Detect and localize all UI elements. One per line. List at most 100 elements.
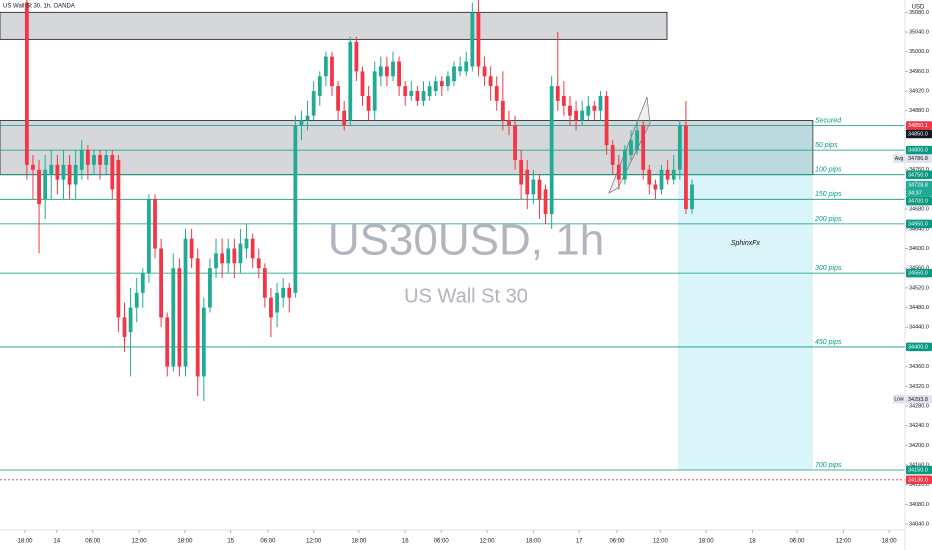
price-tag	[906, 145, 932, 155]
candle-body	[92, 155, 96, 165]
candle-body	[354, 41, 359, 72]
candle-body	[561, 95, 566, 106]
candle-body	[49, 164, 54, 175]
candle-body	[171, 268, 176, 367]
candle-body	[531, 179, 536, 195]
candle-body	[372, 71, 377, 111]
price-tag-label: 34750.0	[908, 172, 928, 178]
y-tick-label: 34200.0	[909, 443, 929, 449]
candle-body	[281, 287, 286, 298]
candle-body	[275, 292, 279, 313]
x-tick-label: 17	[576, 539, 583, 545]
candle-body	[598, 95, 603, 111]
candle-body	[122, 317, 127, 338]
candle-body	[647, 169, 652, 185]
y-tick-label: 34120.0	[909, 482, 929, 488]
candle-body	[256, 258, 261, 269]
candle-body	[104, 155, 109, 165]
candle-body	[287, 287, 292, 298]
y-tick-label: 34880.0	[909, 108, 929, 114]
y-tick-label: 34360.0	[909, 364, 929, 370]
candle-body	[464, 61, 469, 72]
supply-demand-zone	[0, 120, 814, 176]
y-tick-label: 34080.0	[909, 502, 929, 508]
candle-body	[220, 253, 225, 264]
price-tag	[906, 394, 932, 404]
price-tag	[906, 129, 932, 139]
candle-body	[208, 268, 212, 308]
x-tick-label: 18:00	[699, 539, 715, 545]
candle-body	[458, 66, 463, 72]
supply-demand-zone	[0, 11, 668, 40]
y-tick-label: 34520.0	[909, 285, 929, 291]
y-tick-label: 34440.0	[909, 325, 929, 331]
x-tick-label: 12:00	[306, 539, 322, 545]
price-tag	[906, 465, 932, 475]
candle-body	[677, 125, 682, 170]
candle-body	[43, 169, 48, 200]
watermark: US30USD, 1h	[328, 216, 604, 265]
candle-body	[391, 61, 395, 77]
price-tag-label: 34700.0	[908, 199, 928, 205]
x-tick-label: 12:00	[836, 539, 852, 545]
candle-body	[159, 248, 163, 318]
y-tick-label: 34600.0	[909, 246, 929, 252]
candle-body	[330, 56, 334, 87]
y-tick-label: 34560.0	[909, 266, 929, 272]
x-tick-label: 15	[227, 539, 234, 545]
candle-body	[85, 150, 90, 165]
candle-body	[299, 120, 304, 126]
price-tag-label: 34800.0	[908, 148, 928, 154]
candle-body	[79, 150, 84, 170]
candle-body	[665, 169, 670, 180]
price-tag-label: 34728.8	[908, 183, 928, 189]
price-tag-label: 34786.8	[908, 156, 928, 162]
x-tick-label: 18:00	[882, 539, 898, 545]
candle-body	[452, 66, 456, 82]
candle-body	[317, 76, 322, 96]
candle-body	[470, 12, 475, 67]
candle-body	[403, 86, 408, 96]
currency: USD	[912, 5, 925, 11]
candle-body	[226, 248, 231, 264]
candle-body	[24, 2, 29, 165]
candle-body	[610, 145, 615, 165]
x-tick-label: 18	[749, 539, 756, 545]
candle-body	[427, 86, 432, 96]
y-tick-label: 34040.0	[909, 522, 929, 528]
x-tick-label: 06:00	[609, 539, 625, 545]
countdown: 34:37	[908, 190, 922, 196]
price-tag	[906, 180, 932, 197]
candle-body	[201, 307, 206, 377]
candle-body	[116, 159, 121, 318]
target-box	[677, 125, 813, 470]
candle-body	[671, 169, 676, 180]
price-tag	[906, 170, 932, 179]
price-tag	[906, 475, 932, 485]
candle-body	[214, 253, 218, 269]
candle-body	[684, 125, 688, 210]
candle-body	[177, 268, 182, 367]
y-tick-label: 34920.0	[909, 88, 929, 94]
candle-body	[55, 164, 60, 180]
candle-body	[189, 238, 194, 259]
price-tag-label: 34650.0	[908, 222, 928, 228]
level-label: 450 pips	[815, 339, 842, 346]
price-tag	[906, 154, 932, 163]
candle-body	[513, 125, 517, 160]
candle-body	[494, 86, 499, 101]
y-tick-label: 35000.0	[909, 49, 929, 55]
candle-body	[623, 150, 627, 180]
candle-body	[659, 169, 664, 190]
y-tick-label: 34680.0	[909, 207, 929, 213]
y-tick-label: 34240.0	[909, 423, 929, 429]
price-tag-name: Avg	[895, 156, 904, 162]
candle-body	[476, 12, 481, 67]
candle-body	[311, 91, 316, 116]
candle-body	[378, 66, 383, 77]
y-tick-label: 34480.0	[909, 305, 929, 311]
candle-body	[195, 258, 200, 377]
y-tick-label: 34280.0	[909, 403, 929, 409]
candle-body	[183, 238, 188, 367]
